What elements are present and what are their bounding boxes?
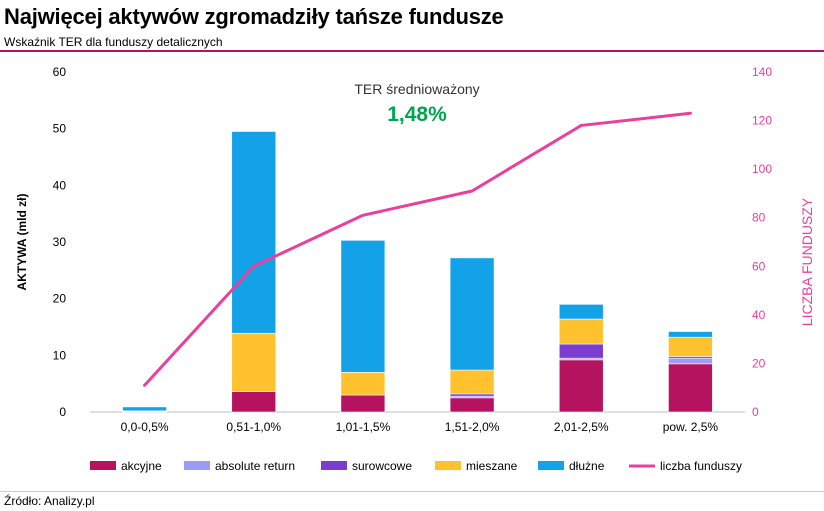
y2-tick-label: 140 bbox=[752, 65, 772, 79]
bar-segment bbox=[231, 332, 277, 392]
bar-segment bbox=[449, 397, 495, 413]
y-tick-label: 0 bbox=[59, 405, 66, 419]
y2-axis-label: LICZBA FUNDUSZY bbox=[799, 197, 815, 326]
legend-label: dłużne bbox=[569, 459, 605, 473]
y-tick-label: 30 bbox=[53, 235, 67, 249]
y-tick-label: 10 bbox=[53, 348, 67, 362]
legend-label: surowcowe bbox=[352, 459, 412, 473]
bar-segment bbox=[449, 257, 495, 371]
bar-segment bbox=[558, 318, 604, 345]
legend-swatch bbox=[321, 461, 347, 470]
category-label: 2,01-2,5% bbox=[554, 420, 609, 434]
category-labels: 0,0-0,5% 0,51-1,0% 1,01-1,5% 1,51-2,0% 2,01-… bbox=[121, 420, 719, 434]
legend-swatch bbox=[90, 461, 116, 470]
legend-swatch bbox=[538, 461, 564, 470]
category-label: 1,51-2,0% bbox=[445, 420, 500, 434]
y-tick-label: 60 bbox=[53, 65, 67, 79]
bar-segment bbox=[668, 363, 713, 413]
left-axis: 0 10 20 30 40 50 60 bbox=[53, 65, 67, 419]
legend-swatch bbox=[184, 461, 210, 470]
y-tick-label: 50 bbox=[53, 122, 67, 136]
bar-segment bbox=[449, 369, 495, 395]
category-label: 1,01-1,5% bbox=[336, 420, 391, 434]
legend-label: absolute return bbox=[215, 459, 295, 473]
category-label: 0,0-0,5% bbox=[121, 420, 169, 434]
bar-segment bbox=[668, 331, 713, 338]
y2-tick-label: 80 bbox=[752, 211, 766, 225]
legend-swatch bbox=[435, 461, 461, 470]
y2-tick-label: 60 bbox=[752, 259, 766, 273]
y2-tick-label: 120 bbox=[752, 114, 772, 128]
y-tick-label: 20 bbox=[53, 292, 67, 306]
bar-segment bbox=[668, 357, 713, 365]
bar-segment bbox=[449, 393, 495, 397]
chart-subtitle: Wskaźnik TER dla funduszy detalicznych bbox=[4, 35, 223, 49]
bar-segment bbox=[558, 343, 604, 359]
bar-segment bbox=[340, 372, 386, 396]
chart-title: Najwięcej aktywów zgromadziły tańsze fun… bbox=[4, 4, 504, 29]
y2-tick-label: 20 bbox=[752, 356, 766, 370]
bars bbox=[122, 131, 713, 413]
category-label: 0,51-1,0% bbox=[226, 420, 281, 434]
legend: akcyjne absolute return surowcowe mieszane d… bbox=[90, 459, 742, 473]
legend-label: mieszane bbox=[466, 459, 518, 473]
y-tick-label: 40 bbox=[53, 178, 67, 192]
annotation-label: TER średnioważony bbox=[354, 81, 479, 97]
y2-tick-label: 40 bbox=[752, 308, 766, 322]
bar-segment bbox=[558, 359, 604, 413]
bar-segment bbox=[231, 391, 277, 413]
bar-segment bbox=[340, 240, 386, 373]
legend-label: liczba funduszy bbox=[660, 459, 742, 473]
right-axis: 0 20 40 60 80 100 120 140 bbox=[752, 65, 772, 419]
line-liczba-funduszy bbox=[143, 111, 692, 387]
source-note: Źródło: Analizy.pl bbox=[4, 494, 95, 508]
y-axis-label: AKTYWA (mld zł) bbox=[15, 194, 29, 291]
bar-segment bbox=[558, 304, 604, 320]
line-series bbox=[143, 111, 692, 387]
y2-tick-label: 0 bbox=[752, 405, 759, 419]
footer-divider bbox=[0, 491, 824, 492]
bar-segment bbox=[340, 394, 386, 413]
y2-tick-label: 100 bbox=[752, 162, 772, 176]
category-label: pow. 2,5% bbox=[663, 420, 719, 434]
bar-segment bbox=[122, 406, 167, 412]
bar-segment bbox=[668, 336, 713, 357]
chart: 0 10 20 30 40 50 60 0 20 40 60 80 100 120 140 0,0-0,5… bbox=[15, 65, 815, 473]
annotation-value: 1,48% bbox=[387, 103, 447, 126]
title-divider bbox=[0, 50, 824, 52]
bar-segment bbox=[231, 131, 277, 334]
legend-label: akcyjne bbox=[121, 459, 162, 473]
